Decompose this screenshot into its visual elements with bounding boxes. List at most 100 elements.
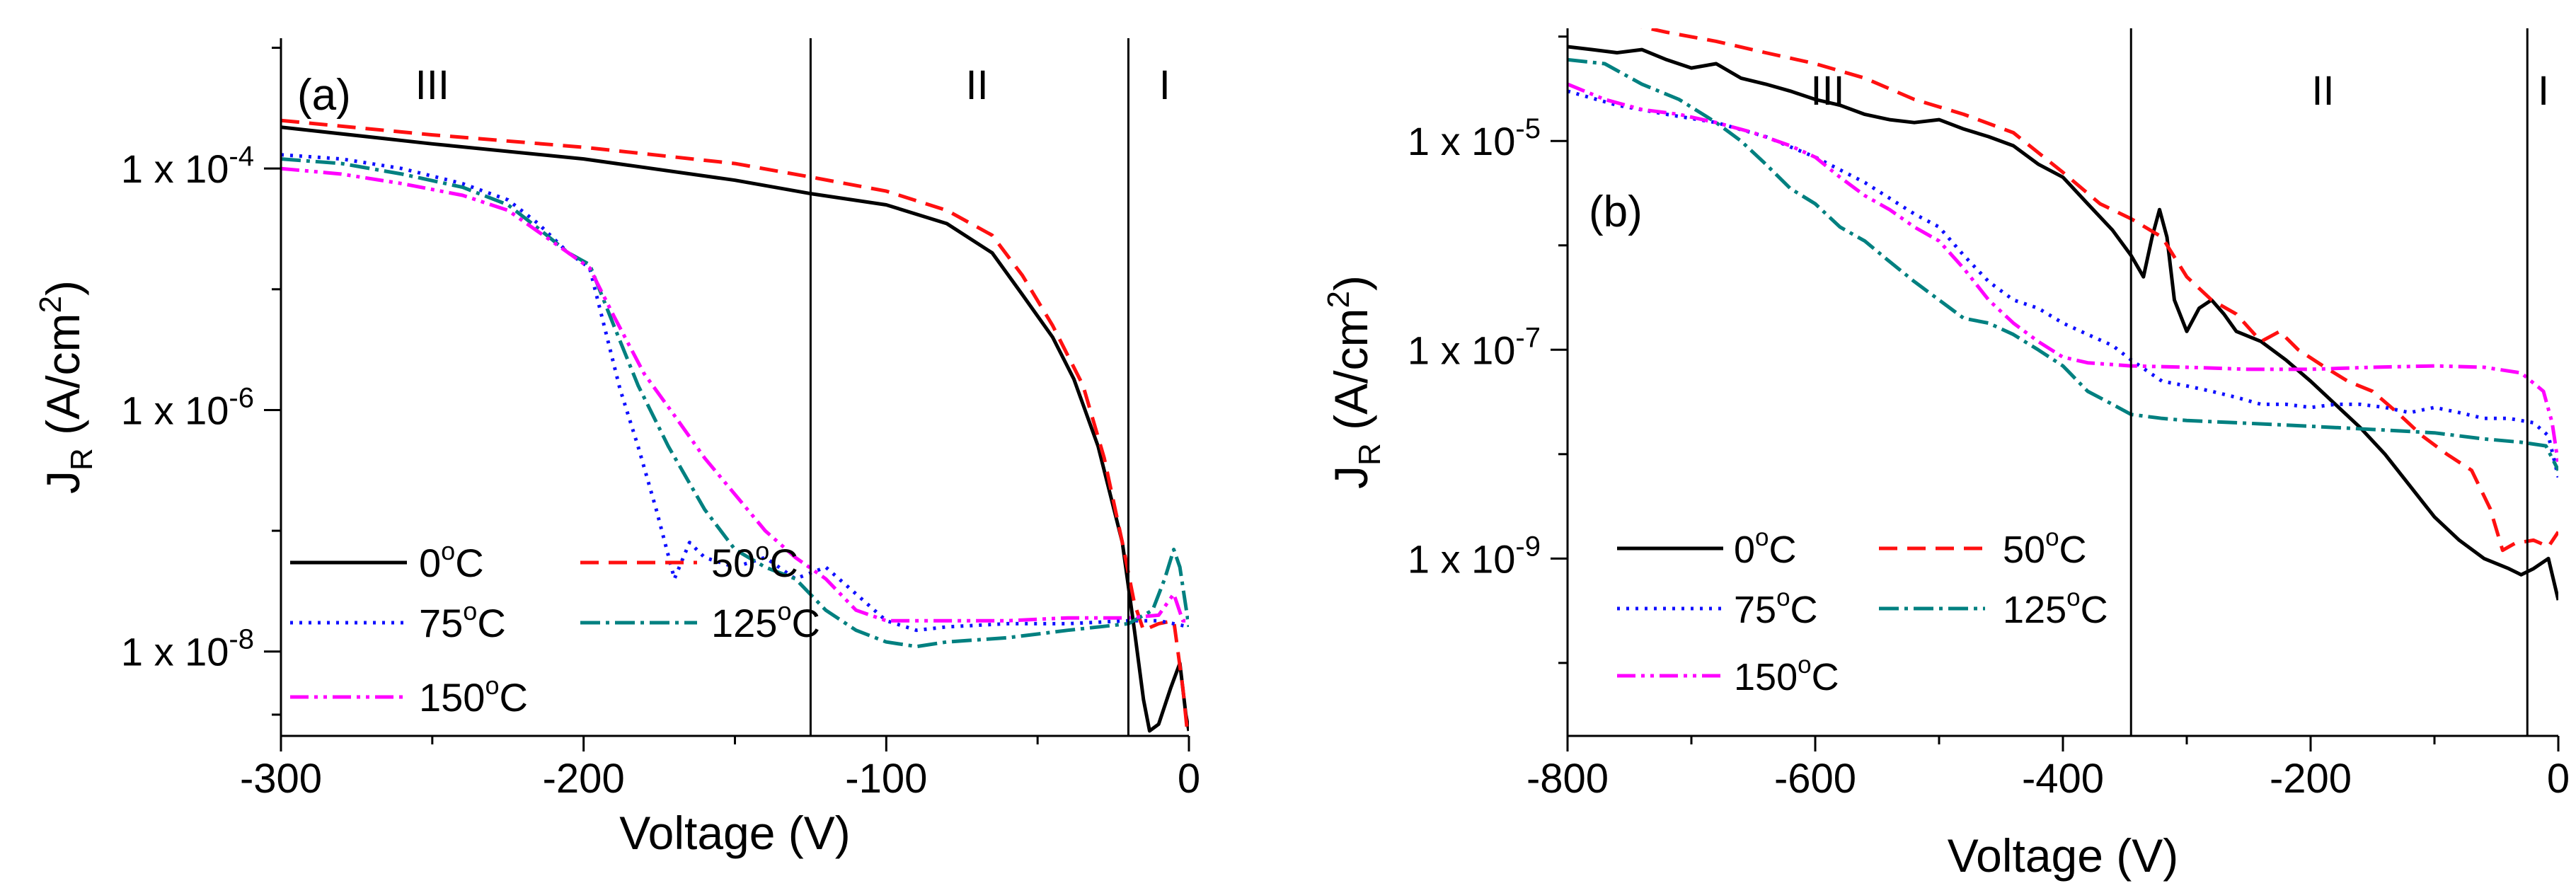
y-tick-label: 1 x 10-5 (1408, 113, 1541, 163)
series-line-50C (1640, 28, 2558, 553)
legend-label-150C: 150oC (1734, 651, 1839, 698)
y-tick-label-base: 1 x 10 (121, 146, 229, 191)
legend-label-degree: o (441, 536, 455, 565)
region-label-II: II (2311, 68, 2334, 114)
series-line-50C (281, 118, 1189, 736)
legend-label-unit: C (455, 541, 483, 585)
legend-label-unit: C (477, 601, 505, 645)
legend-label-unit: C (769, 541, 798, 585)
y-tick-label-base: 1 x 10 (1408, 328, 1516, 372)
legend-label-0C: 0oC (419, 536, 484, 585)
legend-label-value: 75 (1734, 589, 1776, 631)
y-tick-label-base: 1 x 10 (1408, 536, 1516, 581)
legend-label-125C: 125oC (2003, 584, 2108, 631)
legend-label-0C: 0oC (1734, 524, 1797, 571)
legend-label-value: 125 (711, 601, 777, 645)
x-tick-label: -300 (240, 756, 322, 802)
legend-label-degree: o (2045, 524, 2059, 551)
x-tick-label: -600 (1774, 756, 1856, 802)
y-axis-label-main: J (1325, 466, 1377, 489)
y-axis-label-unit-close: ) (37, 280, 89, 296)
x-tick-label: 0 (1178, 756, 1200, 802)
legend-label-unit: C (1790, 589, 1818, 631)
series-line-150C (281, 166, 1189, 623)
y-axis-label-superscript: 2 (1321, 291, 1356, 308)
legend-label-degree: o (1798, 651, 1811, 679)
y-tick-label: 1 x 10-8 (121, 624, 254, 674)
legend-label-unit: C (1769, 529, 1797, 571)
legend-label-degree: o (2066, 584, 2080, 611)
series-line-150C (1568, 82, 2558, 465)
legend-label-degree: o (485, 671, 499, 700)
legend-label-unit: C (499, 675, 527, 720)
x-tick-label: -800 (1526, 756, 1609, 802)
region-label-III: III (1810, 68, 1844, 114)
panel-label: (a) (297, 71, 351, 120)
y-axis-label-superscript: 2 (33, 296, 68, 313)
series-line-75C (1568, 89, 2558, 478)
chart-panel-b: -800 -600 -400 -200 01 x 10-51 x 10-71 x 10-… (1321, 28, 2570, 882)
y-tick-label: 1 x 10-9 (1408, 531, 1541, 581)
legend-label-degree: o (1755, 524, 1769, 551)
y-tick-label-exponent: -7 (1515, 322, 1541, 353)
legend-label-value: 125 (2003, 589, 2066, 631)
series-line-0C (1568, 45, 2558, 601)
y-axis-label-unit: (A/cm (37, 313, 89, 449)
series-line-125C (1568, 57, 2558, 471)
legend-label-value: 50 (711, 541, 755, 585)
chart-panel-a: -300 -200 -100 01 x 10-41 x 10-61 x 10-8Vol… (33, 38, 1200, 859)
y-tick-label: 1 x 10-6 (121, 382, 254, 432)
y-axis-label: JR (A/cm2) (33, 280, 99, 494)
x-tick-label: -200 (2270, 756, 2352, 802)
legend-label-unit: C (791, 601, 820, 645)
y-tick-label-base: 1 x 10 (121, 630, 229, 674)
y-tick-label-exponent: -4 (229, 141, 254, 172)
y-axis-label-unit: (A/cm (1325, 309, 1377, 444)
x-axis-label: Voltage (V) (1948, 829, 2179, 882)
x-tick-label: -100 (845, 756, 927, 802)
series-group (281, 118, 1189, 736)
legend-label-value: 0 (419, 541, 441, 585)
y-axis-label-subscript: R (64, 448, 99, 471)
x-tick-label: 0 (2547, 756, 2570, 802)
legend-label-degree: o (755, 536, 769, 565)
legend-label-value: 150 (1734, 656, 1798, 698)
y-tick-label-exponent: -9 (1515, 531, 1541, 562)
legend-label-degree: o (463, 597, 477, 626)
region-label-II: II (966, 62, 989, 108)
y-tick-label-exponent: -6 (229, 382, 254, 413)
panel-label: (b) (1589, 188, 1643, 236)
region-label-I: I (1159, 62, 1171, 108)
legend-label-degree: o (777, 597, 791, 626)
y-tick-label-exponent: -5 (1515, 113, 1541, 144)
series-line-0C (281, 125, 1189, 733)
legend-label-degree: o (1776, 584, 1790, 611)
legend-label-value: 0 (1734, 529, 1755, 571)
legend-label-value: 75 (419, 601, 463, 645)
series-line-125C (281, 157, 1189, 649)
y-tick-label-base: 1 x 10 (121, 388, 229, 432)
legend-label-unit: C (2059, 529, 2087, 571)
series-line-75C (281, 153, 1189, 633)
region-label-III: III (415, 62, 449, 108)
x-tick-label: -200 (543, 756, 625, 802)
series-group (1568, 28, 2558, 601)
y-tick-label: 1 x 10-7 (1408, 322, 1541, 372)
legend-label-value: 50 (2003, 529, 2045, 571)
y-axis-label-unit-close: ) (1325, 275, 1377, 291)
legend-label-unit: C (2081, 589, 2108, 631)
y-axis-label-subscript: R (1352, 443, 1387, 466)
legend-label-value: 150 (419, 675, 485, 720)
region-label-I: I (2538, 68, 2549, 114)
legend-label-50C: 50oC (2003, 524, 2087, 571)
legend-label-unit: C (1812, 656, 1839, 698)
legend-label-150C: 150oC (419, 671, 528, 720)
x-tick-label: -400 (2022, 756, 2104, 802)
y-axis-label: JR (A/cm2) (1321, 275, 1387, 489)
y-tick-label-exponent: -8 (229, 624, 254, 655)
y-axis-label-main: J (37, 471, 89, 494)
legend-label-75C: 75oC (419, 597, 506, 645)
